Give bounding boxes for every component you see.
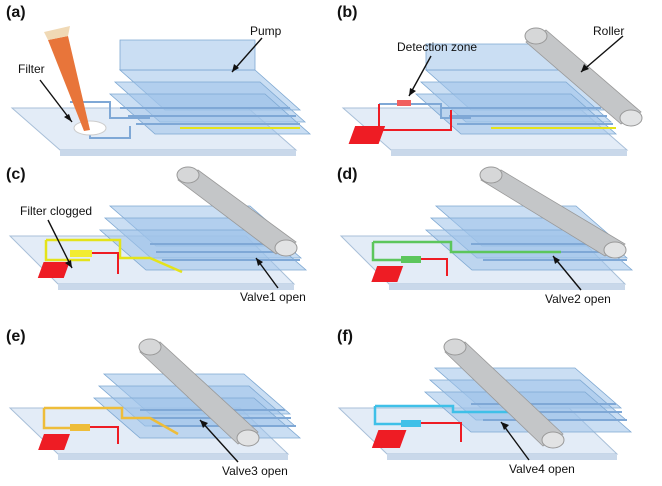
panel-e-drawing <box>8 338 302 463</box>
detection-pad <box>38 434 70 450</box>
panel-c-label: (c) <box>6 166 26 183</box>
panel-d-label: (d) <box>337 166 358 183</box>
panel-d: (d) Valve2 open <box>331 162 662 324</box>
filter-clogged-annotation: Filter clogged <box>20 204 93 218</box>
roller <box>138 338 260 447</box>
roller <box>479 166 627 259</box>
panel-e: (e) Valve3 open <box>0 324 331 486</box>
roller <box>176 166 298 257</box>
panel-b: (b) Detection zone Roller <box>331 0 662 162</box>
chip-base-edge <box>387 454 617 460</box>
channels <box>70 101 300 139</box>
panel-f: (f) Valve4 open <box>331 324 662 486</box>
detection-zone-pad <box>348 126 386 144</box>
panel-d-drawing <box>339 166 634 291</box>
pump-arrowhead <box>232 64 239 72</box>
roller-arrow <box>580 35 624 73</box>
valve4-arrowhead <box>501 422 509 430</box>
panel-a-drawing <box>10 26 312 156</box>
chip-base-edge <box>389 284 625 290</box>
panel-c: (c) Filter clogged Valve1 open <box>0 162 331 324</box>
clogged-filter <box>70 250 92 257</box>
filter-annotation: Filter <box>18 62 45 76</box>
active-channel <box>373 240 561 254</box>
pipette <box>48 36 90 131</box>
panel-c-drawing <box>8 166 308 290</box>
panel-a: (a) Pump Filter <box>0 0 331 162</box>
valve3-arrowhead <box>200 420 208 428</box>
valve2-annotation: Valve2 open <box>545 292 611 306</box>
filter-region <box>73 120 107 136</box>
chip-base-edge <box>391 150 627 156</box>
detection-channel <box>378 104 452 131</box>
clogged-channel <box>46 238 183 274</box>
valve2-arrowhead <box>553 256 560 264</box>
pump-stack <box>108 39 312 135</box>
valve1-arrowhead <box>256 258 263 266</box>
valve3-arrow <box>199 419 239 463</box>
panel-e-label: (e) <box>6 328 26 345</box>
detection-marker <box>397 100 411 106</box>
panel-f-drawing <box>337 338 633 461</box>
filter-arrow <box>39 79 73 123</box>
chip-base-edge <box>60 150 296 156</box>
roller-annotation: Roller <box>593 24 625 38</box>
filter-segment <box>401 420 421 427</box>
panel-a-label: (a) <box>6 4 26 21</box>
pipette-top <box>44 26 70 40</box>
roller <box>443 338 565 449</box>
roller <box>524 27 643 127</box>
panel-b-drawing <box>341 27 643 156</box>
valve3-annotation: Valve3 open <box>222 464 288 478</box>
red-channel <box>421 422 462 442</box>
active-channel <box>375 404 511 414</box>
panel-f-label: (f) <box>337 328 353 345</box>
detection-zone-annotation: Detection zone <box>397 40 478 54</box>
valve1-annotation: Valve1 open <box>240 290 306 304</box>
active-channel <box>44 406 179 436</box>
red-channel <box>92 252 119 274</box>
valve4-arrow <box>500 421 530 461</box>
chip-base-edge <box>58 284 294 290</box>
detection-arrowhead <box>409 88 416 96</box>
filter-clogged-arrowhead <box>65 260 72 268</box>
clogged-loop <box>44 240 90 262</box>
active-loop <box>371 242 401 262</box>
detection-pad <box>371 430 407 448</box>
filter-segment <box>401 256 421 263</box>
active-loop <box>373 406 401 426</box>
filter-segment <box>70 424 90 431</box>
filter-clogged-arrow <box>47 219 73 269</box>
detection-pad <box>37 262 70 278</box>
red-channel <box>421 258 448 276</box>
pump-arrow <box>231 37 263 73</box>
detection-pad <box>371 266 404 282</box>
filter-arrowhead <box>64 114 72 122</box>
red-channel <box>90 426 119 444</box>
pump-annotation: Pump <box>250 24 282 38</box>
active-loop <box>42 408 70 430</box>
panel-b-label: (b) <box>337 4 358 21</box>
roller-arrowhead <box>581 64 589 72</box>
valve4-annotation: Valve4 open <box>509 462 575 476</box>
chip-base-edge <box>58 454 288 460</box>
